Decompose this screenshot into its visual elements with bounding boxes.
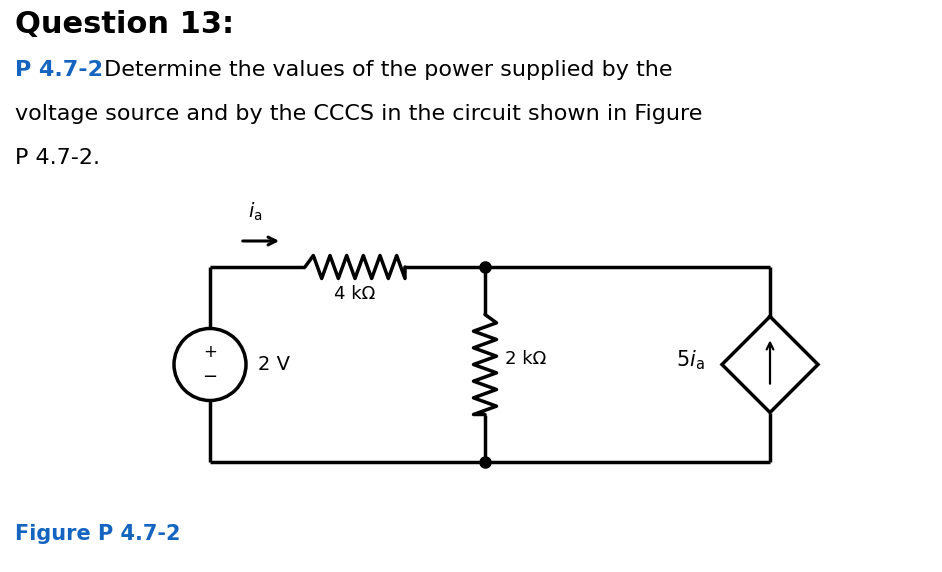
Text: −: − [203,368,218,387]
Text: $5i_{\mathrm{a}}$: $5i_{\mathrm{a}}$ [676,349,705,372]
Text: 2 V: 2 V [258,355,290,374]
Text: voltage source and by the CCCS in the circuit shown in Figure: voltage source and by the CCCS in the ci… [15,104,703,124]
Text: +: + [203,344,217,362]
Text: Determine the values of the power supplied by the: Determine the values of the power suppli… [97,60,673,80]
Text: Figure P 4.7-2: Figure P 4.7-2 [15,524,181,544]
Text: Question 13:: Question 13: [15,10,235,39]
Text: 2 kΩ: 2 kΩ [505,351,546,368]
Text: $i_{\mathrm{a}}$: $i_{\mathrm{a}}$ [248,201,263,223]
Text: P 4.7-2: P 4.7-2 [15,60,103,80]
Text: P 4.7-2.: P 4.7-2. [15,148,100,168]
Text: 4 kΩ: 4 kΩ [334,285,376,303]
